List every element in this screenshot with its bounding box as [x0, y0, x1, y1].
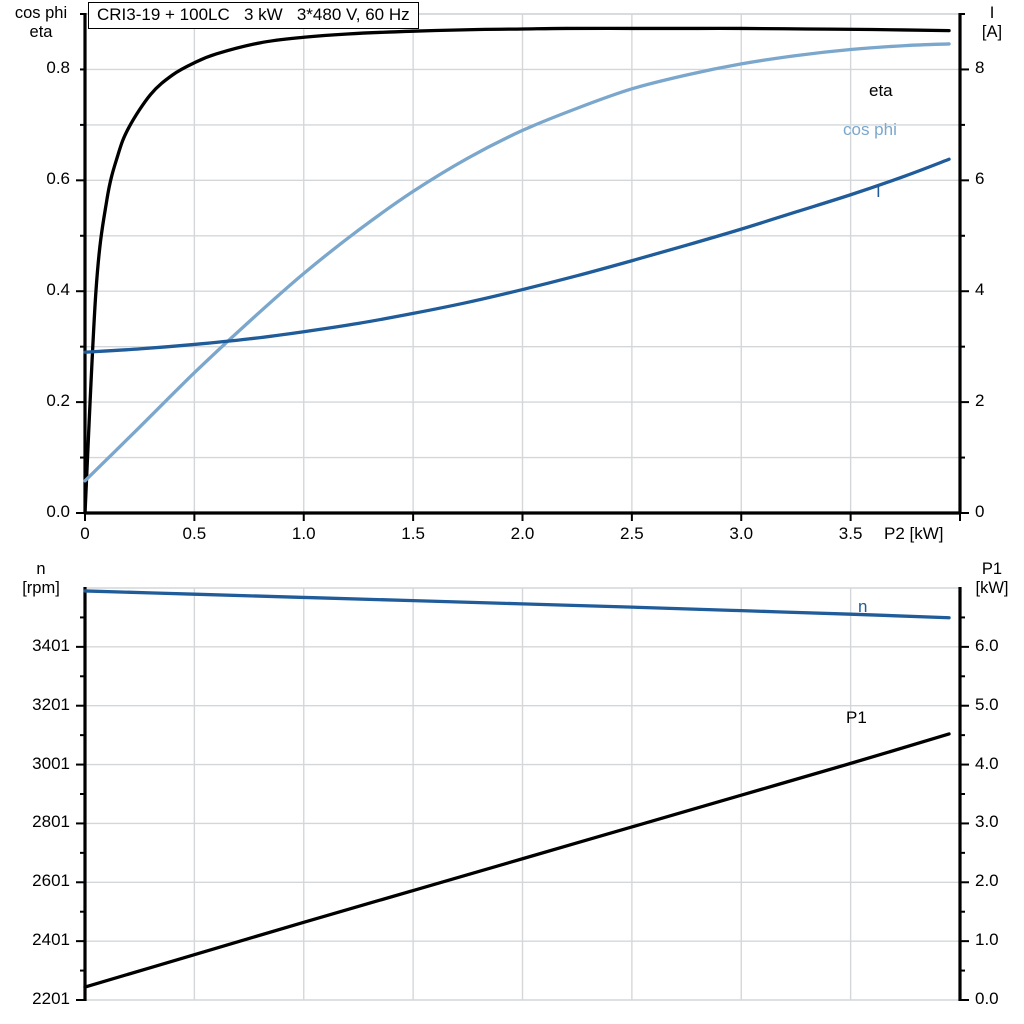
bottom-left-tick-label: 3001	[32, 753, 70, 773]
top-left-tick-label: 0.4	[46, 280, 70, 300]
bottom-left-tick-label: 2601	[32, 871, 70, 891]
bottom-right-tick-label: 4.0	[975, 753, 999, 773]
top-x-tick-label: 0	[80, 524, 90, 543]
series-label-eta: eta	[869, 81, 893, 100]
bottom-right-tick-label: 2.0	[975, 871, 999, 891]
top-right-tick-label: 4	[975, 280, 985, 300]
bottom-right-axis-title: P1 [kW]	[975, 560, 1009, 597]
bottom-right-tick-label: 1.0	[975, 930, 999, 950]
top-left-tick-label: 0.0	[46, 502, 70, 521]
top-left-tick-label: 0.8	[46, 58, 70, 78]
top-left-axis-title: cos phi eta	[14, 4, 68, 41]
series-label-p1: P1	[846, 708, 867, 727]
bottom-right-tick-label: 5.0	[975, 694, 999, 714]
series-label-current: I	[876, 182, 881, 201]
top-x-tick-label: 2.5	[620, 524, 644, 543]
top-plot-area	[76, 13, 969, 521]
top-x-tick-label: 3.5	[838, 524, 863, 543]
top-right-tick-label: 8	[975, 58, 985, 78]
top-left-tick-label: 0.2	[46, 391, 70, 411]
top-x-tick-label: 0.5	[182, 524, 207, 543]
top-right-tick-label: 2	[975, 391, 985, 411]
bottom-left-tick-label: 3401	[32, 635, 70, 655]
series-label-cos-phi: cos phi	[843, 120, 897, 139]
bottom-left-tick-label: 2801	[32, 812, 70, 832]
bottom-right-tick-label: 3.0	[975, 812, 999, 832]
bottom-left-axis-title: n [rpm]	[22, 560, 60, 597]
bottom-plot-area	[76, 587, 969, 1001]
series-label-speed: n	[858, 597, 868, 616]
bottom-right-tick-label: 6.0	[975, 635, 999, 655]
top-x-tick-label: 1.0	[291, 524, 316, 543]
performance-chart-bottom: n [rpm] P1 [kW] 2201 2401 2601 2801 3001 3201…	[0, 548, 1024, 1024]
bottom-left-tick-label: 2201	[32, 989, 70, 1008]
bottom-right-tick-label: 0.0	[975, 989, 999, 1008]
top-right-axis-title: I [A]	[981, 4, 1003, 41]
top-left-tick-label: 0.6	[46, 169, 70, 189]
top-x-tick-label: 2.0	[510, 524, 535, 543]
top-right-tick-label: 6	[975, 169, 985, 189]
chart-title: CRI3-19 + 100LC 3 kW 3*480 V, 60 Hz	[88, 2, 419, 29]
bottom-left-tick-label: 2401	[32, 930, 70, 950]
top-right-tick-label: 0	[975, 502, 985, 521]
bottom-left-tick-label: 3201	[32, 694, 70, 714]
top-x-tick-label: 3.0	[729, 524, 754, 543]
top-x-tick-label: 1.5	[401, 524, 425, 543]
performance-chart-top: cos phi eta I [A] CRI3-19 + 100LC 3 kW 3…	[14, 2, 1003, 543]
x-axis-title: P2 [kW]	[884, 524, 944, 543]
